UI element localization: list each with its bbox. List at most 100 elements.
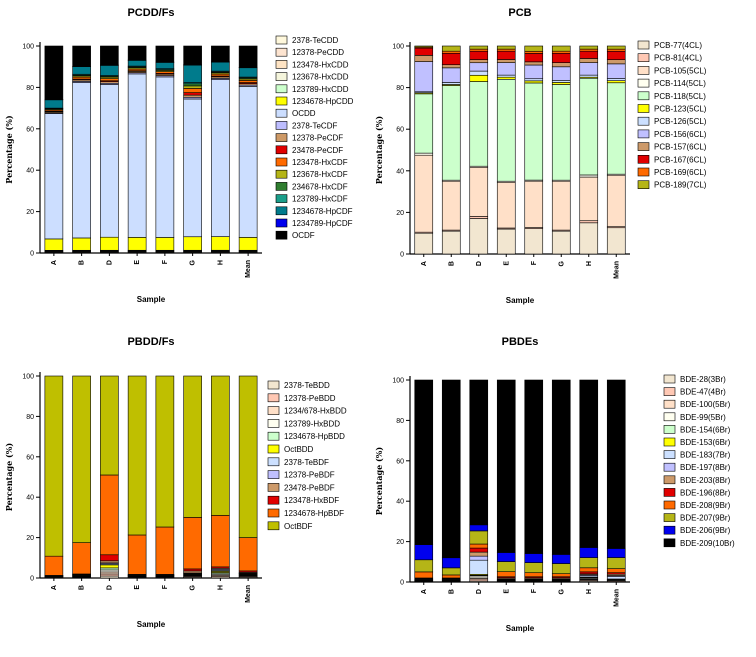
bar-segment-e-1234678-hpcdf: [127, 60, 147, 67]
bar-segment-a-bde-209-10br: [414, 379, 434, 545]
bar-segment-a-pcb-189-7cl: [414, 45, 434, 48]
bar-segment-mean-ocdf: [238, 45, 258, 68]
legend-swatch-bde-47-4br: [663, 387, 676, 396]
legend-label-pcb-167-6cl: PCB-167(6CL): [654, 155, 707, 164]
legend-swatch-pcb-189-7cl: [637, 180, 650, 189]
bar-segment-g-pcb-105-5cl: [551, 180, 571, 231]
legend-swatch-1234789-hpcdf: [275, 218, 288, 228]
bar-segment-mean-pcb-77-4cl: [606, 227, 626, 255]
bar-segment-h-1234678-hpcdd: [211, 236, 230, 251]
legend-swatch-bde-196-8br: [663, 488, 676, 497]
bar-segment-g-pcb-77-4cl: [551, 230, 571, 255]
y-tick-label: 40: [26, 168, 34, 175]
bar-segment-a-1234678-hpcdf: [44, 99, 64, 109]
bar-segment-a-bde-206-9br: [414, 544, 434, 561]
bar-segment-g-234678-hxcdf: [183, 83, 202, 87]
y-tick-label: 80: [26, 414, 34, 421]
bar-segment-f-ocdd: [155, 76, 175, 238]
bar-segment-e-pcb-169-6cl: [496, 48, 516, 52]
bar-segment-g-ocdd: [183, 98, 202, 238]
bar-segment-e-ocdd: [127, 73, 147, 238]
bar-segment-d-bde-196-8br: [469, 547, 489, 553]
legend-label-bde-197-8br: BDE-197(8Br): [680, 463, 731, 472]
bar-segment-g-23478-pecdf: [183, 92, 202, 96]
legend-swatch-pcb-167-6cl: [637, 155, 650, 164]
legend-swatch-1234678-hpcdd: [275, 96, 288, 106]
bar-segment-e-pcb-167-6cl: [496, 50, 516, 60]
bar-segment-b-pcb-169-6cl: [441, 50, 461, 54]
bar-segment-b-1234678-hpbdf: [72, 542, 91, 575]
bar-segment-d-pcb-118-5cl: [469, 81, 489, 167]
legend-label-1234678-hpcdd: 1234678-HpCDD: [292, 97, 354, 106]
legend-label-123789-hxcdf: 123789-HxCDF: [292, 195, 348, 204]
bar-segment-g-1234678-hpcdf: [183, 64, 202, 83]
bar-segment-a-pcb-114-5cl: [414, 152, 434, 156]
bar-segment-g-pcb-189-7cl: [551, 45, 571, 52]
y-tick-label: 100: [22, 44, 34, 51]
bar-segment-e-bde-206-9br: [496, 552, 516, 562]
y-axis-label: Percentage (%): [374, 447, 384, 516]
bar-segment-d-pcb-156-6cl: [469, 62, 489, 72]
bar-segment-g-123478-hxbdf: [183, 568, 202, 572]
bar-segment-b-pcb-157-6cl: [441, 64, 461, 69]
legend: BDE-28(3Br) BDE-47(4Br) BDE-100(5Br) BDE-99…: [663, 374, 735, 548]
bar-segment-f-pcb-105-5cl: [524, 180, 544, 228]
legend-label-12378-pecdf: 12378-PeCDF: [292, 134, 343, 143]
legend-label-bde-208-9br: BDE-208(9Br): [680, 501, 731, 510]
legend-swatch-octbdf: [267, 521, 280, 531]
bar-segment-d-12378-pebdd: [100, 573, 119, 577]
chart-title: PBDEs: [502, 336, 539, 348]
bar-segment-e-pcb-105-5cl: [496, 181, 516, 229]
bar-segment-b-pcb-126-5cl: [441, 82, 461, 85]
legend-label-1234678-hpbdf: 1234678-HpBDF: [284, 509, 344, 518]
legend-label-2378-tebdf: 2378-TeBDF: [284, 458, 329, 467]
chart-body: PCDD/Fs Percentage (%) 0 20 40 60 80 100 A B D E F G H…: [4, 7, 262, 304]
bar-segment-g-123678-hxcdf: [183, 85, 202, 89]
bar-segment-f-bde-206-9br: [524, 553, 544, 563]
bar-segment-a-1234678-hpcdd: [44, 238, 64, 251]
legend-label-bde-154-6br: BDE-154(6Br): [680, 425, 731, 434]
bar-segment-g-1234678-hpbdf: [183, 517, 202, 570]
bar-segment-b-bde-206-9br: [441, 557, 461, 569]
bar-segment-e-pcb-156-6cl: [496, 62, 516, 76]
bar-segment-b-octbdf: [72, 375, 91, 543]
x-tick-label-f: F: [531, 588, 538, 593]
y-tick-label: 0: [400, 580, 404, 587]
bar-segment-b-pcb-77-4cl: [441, 230, 461, 255]
legend-swatch-pcb-169-6cl: [637, 167, 650, 177]
bar-segment-a-ocdd: [44, 113, 64, 240]
bar-segment-b-bde-209-10br: [441, 379, 461, 559]
legend-swatch-2378-tebdf: [267, 457, 280, 467]
bar-segment-f-pcb-126-5cl: [524, 78, 544, 82]
bar-segment-d-bde-206-9br: [469, 524, 489, 532]
legend-swatch-234678-hxcdf: [275, 182, 288, 191]
bar-segment-mean-1234678-hpcdd: [238, 237, 258, 251]
x-tick-label-b: B: [448, 589, 455, 594]
bar-segment-d-1234678-hpbdf: [100, 474, 119, 556]
legend-label-pcb-157-6cl: PCB-157(6CL): [654, 143, 707, 152]
bar-segment-h-pcb-118-5cl: [579, 77, 599, 176]
y-tick-label: 40: [26, 495, 34, 502]
x-tick-label-mean: Mean: [245, 585, 252, 603]
bar-segment-h-pcb-157-6cl: [579, 58, 599, 63]
bar-segment-e-bde-208-9br: [496, 571, 516, 578]
bar-segment-f-pcb-189-7cl: [524, 45, 544, 52]
bar-segment-a-pcb-77-4cl: [414, 232, 434, 255]
bar-segment-d-1234-678-hxbdd: [100, 571, 119, 575]
bar-segment-h-bde-207-9br: [579, 557, 599, 569]
x-tick-label-d: D: [106, 260, 113, 265]
bar-segment-g-12378-pecdf: [183, 94, 202, 98]
bar-segment-h-bde-209-10br: [579, 379, 599, 548]
bar-segment-g-bde-208-9br: [551, 573, 571, 578]
legend-swatch-pcb-126-5cl: [637, 116, 650, 126]
legend-swatch-bde-208-9br: [663, 500, 676, 510]
bar-segment-g-bde-206-9br: [551, 554, 571, 564]
bar-segment-d-pcb-123-5cl: [469, 74, 489, 82]
bar-segment-e-pcb-126-5cl: [496, 74, 516, 78]
legend-label-1234789-hpcdf: 1234789-HpCDF: [292, 219, 353, 228]
legend-swatch-pcb-123-5cl: [637, 104, 650, 113]
legend-swatch-12378-pebdf: [267, 470, 280, 479]
bar-segment-f-bde-208-9br: [524, 572, 544, 578]
legend-swatch-2378-tebdd: [267, 380, 280, 390]
legend-label-2378-tecdd: 2378-TeCDD: [292, 36, 338, 45]
